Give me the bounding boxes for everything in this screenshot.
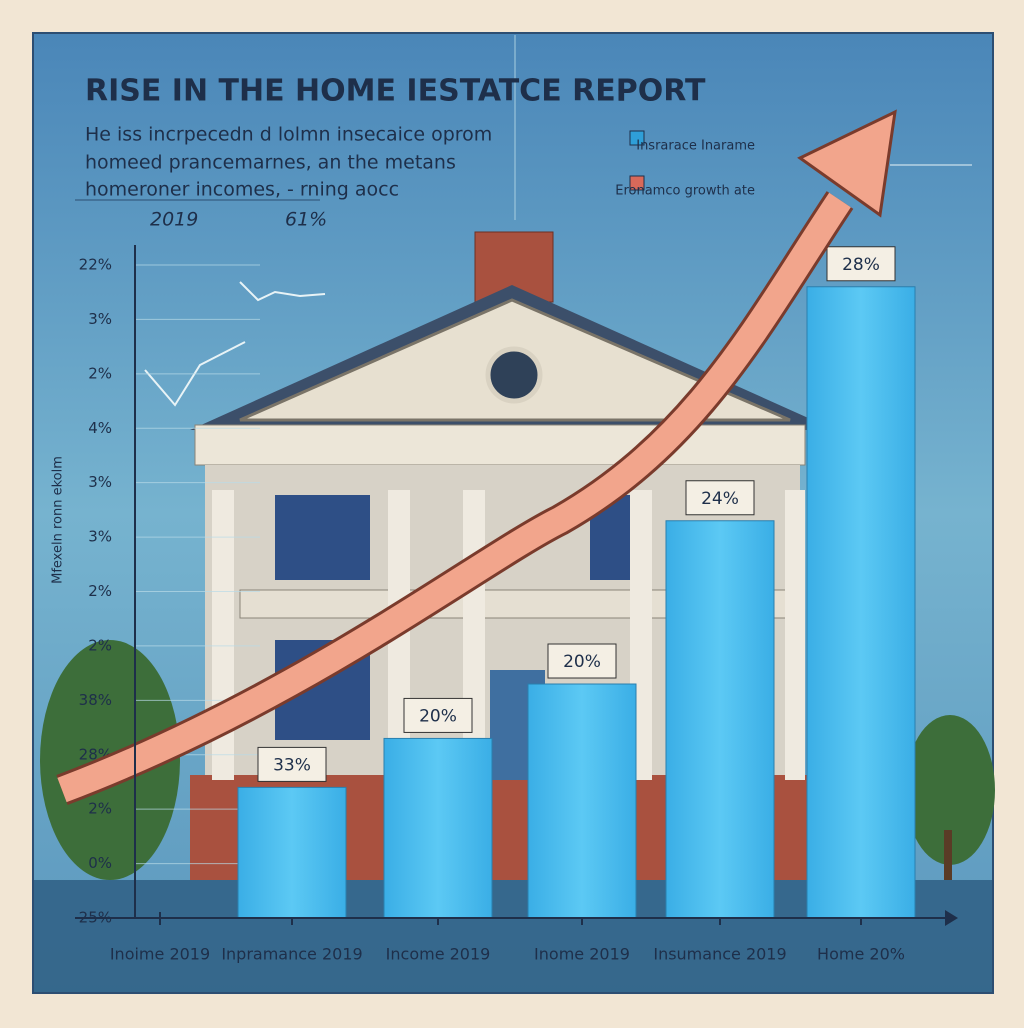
arrow-head — [797, 109, 897, 218]
label-box — [685, 480, 755, 516]
label-box — [826, 246, 896, 282]
bar — [237, 786, 347, 919]
x-tick-label: Insumance 2019 — [653, 945, 786, 964]
y-tick-label: 3% — [88, 310, 112, 328]
tree-trunk — [944, 830, 952, 880]
tree — [905, 715, 995, 865]
growth-arrow — [57, 192, 851, 803]
bar — [383, 737, 493, 919]
note: 61% — [285, 209, 327, 231]
decor-line — [239, 281, 326, 302]
bar — [806, 286, 916, 919]
y-tick-label: 4% — [88, 419, 112, 437]
y-tick-label: 2% — [88, 582, 112, 600]
y-axis-label: Mfexeln ronn ekolm — [51, 456, 66, 584]
bar — [665, 520, 775, 919]
plot: 25%0%2%28%38%2%2%3%3%4%2%3%22%Inoime 201… — [79, 246, 916, 964]
y-tick-label: 3% — [88, 528, 112, 546]
y-tick-label: 2% — [88, 800, 112, 818]
x-tick-label: Inpramance 2019 — [221, 945, 362, 964]
legend-swatch — [629, 130, 645, 146]
y-tick-label: 2% — [88, 364, 112, 382]
x-axis-arrow — [945, 910, 958, 926]
label-box — [403, 697, 473, 733]
y-tick-label: 2% — [88, 636, 112, 654]
legend-swatch — [629, 175, 645, 191]
subtitle: homeed prancemarnes, an the metans — [85, 152, 456, 174]
chart-title: RISE IN THE HOME IESTATCE REPORT — [85, 74, 706, 109]
legend-label: Insrarace Inarame — [636, 139, 755, 154]
x-tick-label: Income 2019 — [386, 945, 491, 964]
legend-label: Eronamco growth ate — [615, 184, 755, 199]
label-box — [547, 643, 617, 679]
bar-annotation: 20% — [419, 706, 457, 726]
bar-annotation: 33% — [273, 755, 311, 775]
y-tick-label: 3% — [88, 473, 112, 491]
y-tick-label: 22% — [79, 256, 112, 274]
subtitle: homeroner incomes, - rning aocc — [85, 179, 399, 201]
x-tick-label: Inome 2019 — [534, 945, 630, 964]
bar-annotation: 20% — [563, 652, 601, 672]
x-tick-label: Home 20% — [817, 945, 905, 964]
subtitle: He iss incrpecedn d lolmn insecaice opro… — [85, 124, 492, 146]
label-box — [257, 746, 327, 782]
decor-line — [144, 341, 246, 407]
y-tick-label: 0% — [88, 854, 112, 872]
y-tick-label: 38% — [79, 691, 112, 709]
note: 2019 — [150, 209, 198, 231]
bar-annotation: 28% — [842, 255, 880, 275]
bar — [527, 683, 637, 919]
bar-annotation: 24% — [701, 489, 739, 509]
x-tick-label: Inoime 2019 — [110, 945, 210, 964]
